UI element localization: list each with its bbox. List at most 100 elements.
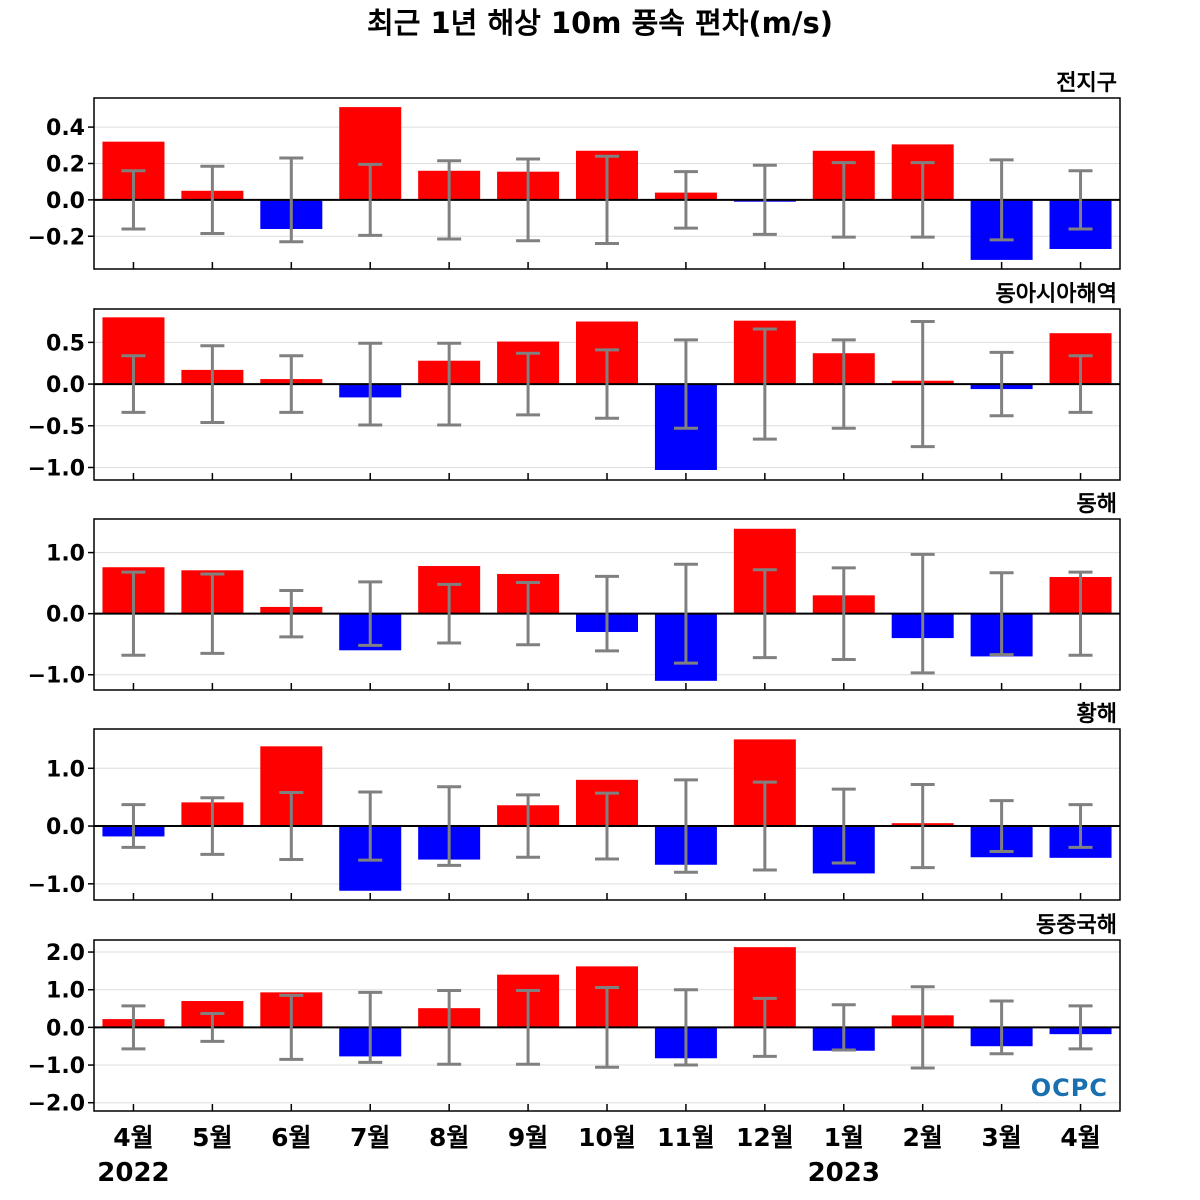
error-bar — [437, 341, 462, 427]
y-tick-label: 0.0 — [46, 815, 85, 840]
error-bar — [279, 791, 304, 862]
error-bar — [910, 161, 935, 239]
y-tick-label: 0.5 — [46, 331, 85, 356]
error-bar — [752, 996, 777, 1058]
error-bar — [279, 993, 304, 1061]
error-bar — [516, 581, 541, 647]
error-bar — [279, 354, 304, 414]
region-label: 동해 — [1077, 492, 1117, 517]
error-bar — [358, 162, 383, 237]
error-bar — [673, 338, 698, 430]
panels-group: −0.20.00.20.4전지구−1.0−0.50.00.5동아시아해역−1.0… — [28, 71, 1121, 1117]
error-bar — [989, 350, 1014, 418]
error-bar — [279, 156, 304, 244]
error-bar — [200, 572, 225, 655]
error-bar — [1068, 803, 1093, 849]
y-tick-label: 0.0 — [46, 373, 85, 398]
x-tick-label: 4월 — [113, 1123, 153, 1152]
x-tick-label: 8월 — [429, 1123, 469, 1152]
y-tick-label: −1.0 — [28, 1054, 85, 1079]
error-bar — [989, 158, 1014, 242]
error-bar — [200, 796, 225, 856]
y-tick-label: 0.0 — [46, 1016, 85, 1041]
region-label: 동아시아해역 — [996, 282, 1117, 307]
error-bar — [910, 985, 935, 1070]
error-bar — [673, 562, 698, 665]
error-bar — [200, 164, 225, 236]
y-tick-label: 1.0 — [46, 979, 85, 1004]
x-tick-label: 4월 — [1060, 1123, 1100, 1152]
x-tick-label: 11월 — [657, 1123, 715, 1152]
error-bar — [910, 320, 935, 449]
error-bar — [989, 571, 1014, 657]
error-bar — [831, 566, 856, 661]
error-bar — [121, 803, 146, 849]
y-tick-label: 0.0 — [46, 603, 85, 628]
region-label: 동중국해 — [1036, 913, 1117, 938]
error-bar — [437, 785, 462, 867]
error-bar — [595, 574, 619, 653]
error-bar — [121, 570, 146, 657]
error-bar — [437, 582, 462, 645]
error-bar — [595, 791, 619, 861]
panel-3: −1.0 0.0 1.0 동해 — [28, 492, 1121, 691]
error-bar — [910, 782, 935, 870]
error-bar — [358, 580, 383, 647]
error-bar — [910, 552, 935, 675]
error-bar — [121, 1004, 146, 1051]
error-bar — [200, 344, 225, 424]
year-label: 2023 — [808, 1158, 880, 1188]
error-bar — [437, 159, 462, 241]
error-bar — [200, 1011, 225, 1043]
x-tick-label: 1월 — [824, 1123, 864, 1152]
y-tick-label: 1.0 — [46, 757, 85, 782]
error-bar — [752, 327, 777, 441]
y-tick-label: −2.0 — [28, 1092, 85, 1117]
error-bar — [595, 985, 619, 1069]
error-bar — [516, 351, 541, 417]
x-tick-label: 2월 — [902, 1123, 942, 1152]
x-tick-label: 10월 — [578, 1123, 636, 1152]
error-bar — [595, 154, 619, 246]
error-bar — [1068, 570, 1093, 657]
y-tick-label: −1.0 — [28, 873, 85, 898]
x-tick-label: 5월 — [192, 1123, 232, 1152]
error-bar — [752, 780, 777, 872]
error-bar — [673, 170, 698, 230]
y-tick-label: −1.0 — [28, 664, 85, 689]
y-tick-label: −1.0 — [28, 456, 85, 481]
x-tick-label: 6월 — [271, 1123, 311, 1152]
error-bar — [752, 163, 777, 236]
error-bar — [358, 990, 383, 1064]
y-tick-label: −0.5 — [28, 415, 85, 440]
error-bar — [279, 588, 304, 639]
error-bar — [358, 790, 383, 862]
error-bar — [595, 348, 619, 420]
panel-4: −1.0 0.0 1.0 황해 — [28, 702, 1121, 901]
error-bar — [516, 793, 541, 859]
error-bar — [358, 341, 383, 427]
year-label: 2022 — [97, 1158, 169, 1188]
error-bar — [831, 1003, 856, 1052]
error-bar — [831, 161, 856, 239]
ocpc-logo: OCPC — [1031, 1074, 1108, 1102]
error-bar — [121, 169, 146, 231]
error-bar — [516, 157, 541, 243]
error-bar — [673, 778, 698, 874]
error-bar — [673, 988, 698, 1067]
region-label: 전지구 — [1056, 71, 1117, 96]
panel-2: −1.0 −0.5 0.0 0.5 동아시아해역 — [28, 282, 1121, 481]
region-label: 황해 — [1077, 702, 1117, 727]
x-tick-label: 3월 — [981, 1123, 1021, 1152]
panel-5: −2.0 −1.0 0.0 1.0 2.0 동중국해 — [28, 913, 1121, 1117]
figure-title: 최근 1년 해상 10m 풍속 편차(m/s) — [367, 6, 833, 40]
x-tick-label: 9월 — [508, 1123, 548, 1152]
error-bar — [1068, 1004, 1093, 1051]
error-bar — [989, 799, 1014, 853]
y-tick-label: 2.0 — [46, 941, 85, 966]
error-bar — [752, 568, 777, 660]
x-tick-label: 7월 — [350, 1123, 390, 1152]
y-tick-label: 0.0 — [46, 189, 85, 214]
y-tick-label: 0.4 — [46, 116, 85, 141]
